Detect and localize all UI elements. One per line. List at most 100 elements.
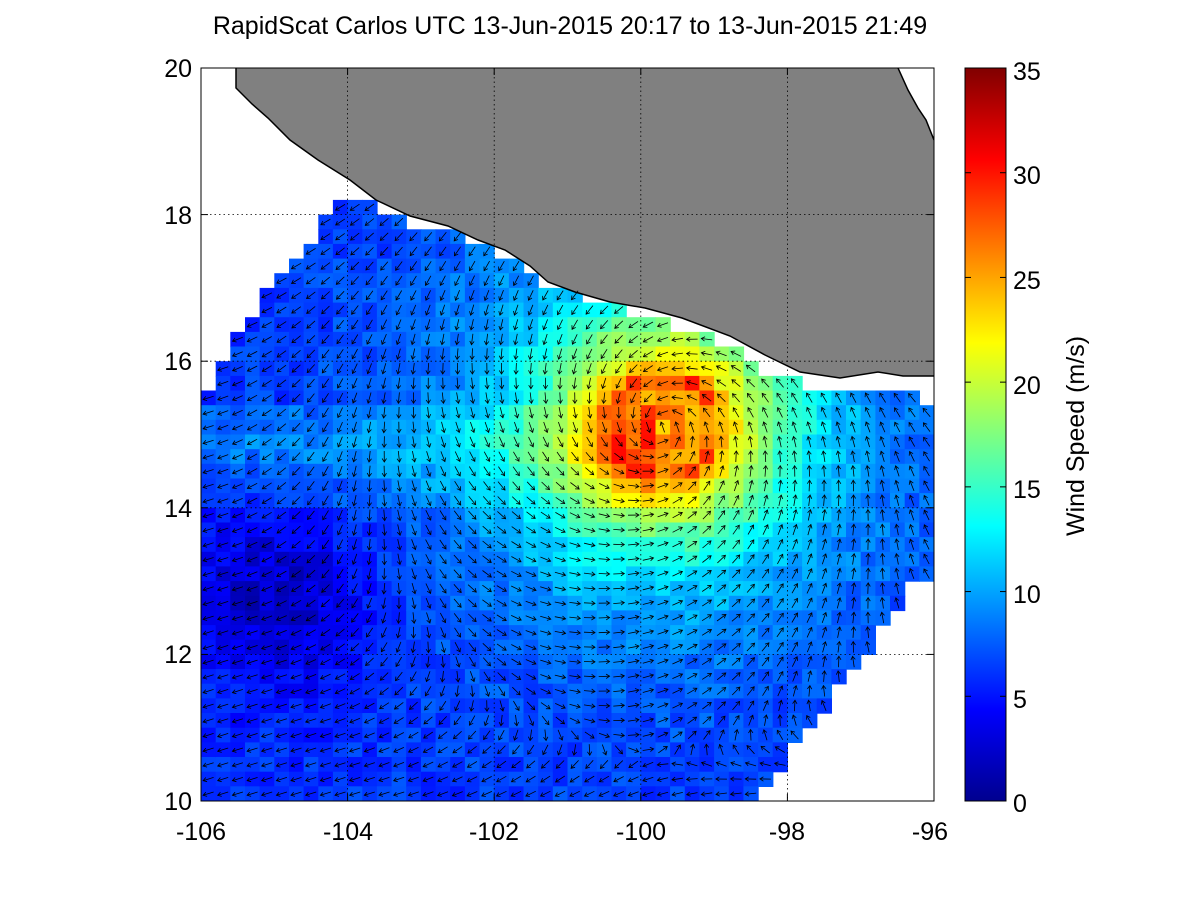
wind-vector-head <box>426 486 432 492</box>
wind-vector-head <box>773 761 779 767</box>
wind-vector-head <box>484 384 490 390</box>
wind-vector-head <box>246 396 252 402</box>
wind-vector-head <box>202 469 208 475</box>
wind-vector <box>558 363 562 374</box>
wind-cell <box>728 581 745 597</box>
wind-vector-head <box>426 501 432 507</box>
wind-vector-head <box>512 281 518 287</box>
wind-vector <box>866 436 870 448</box>
wind-vector <box>320 658 331 665</box>
wind-vector-head <box>707 658 713 663</box>
wind-vector <box>425 495 431 506</box>
wind-vector-head <box>410 676 415 682</box>
wind-vector-head <box>642 338 648 343</box>
wind-vector-head <box>246 762 252 768</box>
wind-vector-head <box>348 791 354 797</box>
wind-vector-head <box>671 380 676 386</box>
wind-cell <box>728 522 745 538</box>
wind-vector <box>628 453 639 460</box>
wind-vector <box>353 524 357 536</box>
wind-vector-head <box>410 281 415 286</box>
wind-vector-head <box>487 617 492 622</box>
wind-vector-head <box>779 612 784 618</box>
wind-vector <box>368 524 371 536</box>
wind-cell <box>332 317 349 333</box>
wind-vector <box>852 568 855 580</box>
wind-vector <box>499 421 504 433</box>
wind-cell <box>464 713 481 729</box>
wind-vector <box>499 407 504 418</box>
wind-vector <box>642 674 654 679</box>
wind-vector <box>734 436 738 448</box>
wind-vector-head <box>216 703 222 709</box>
wind-cell <box>802 522 818 538</box>
wind-cell <box>567 771 583 787</box>
wind-vector-head <box>381 590 387 595</box>
wind-cell <box>376 229 393 245</box>
wind-vector-head <box>231 528 237 533</box>
wind-vector-head <box>455 662 461 668</box>
wind-vector <box>334 747 346 752</box>
wind-cell <box>611 771 627 787</box>
wind-vector-head <box>396 458 402 463</box>
wind-vector-head <box>351 428 357 434</box>
wind-cell <box>406 742 422 758</box>
wind-vector-head <box>528 736 534 742</box>
wind-vector <box>412 421 415 433</box>
wind-vector <box>554 601 566 605</box>
wind-vector-head <box>381 472 387 478</box>
wind-vector-head <box>291 471 297 476</box>
wind-vector <box>412 406 415 419</box>
wind-vector <box>441 348 444 360</box>
wind-vector-head <box>808 597 813 603</box>
wind-vector-head <box>202 645 208 651</box>
wind-cell <box>362 551 378 568</box>
wind-vector <box>247 394 258 401</box>
wind-vector <box>544 392 547 404</box>
wind-vector <box>613 675 625 678</box>
wind-cell <box>347 273 363 289</box>
wind-vector-head <box>396 487 402 492</box>
wind-vector <box>716 599 727 607</box>
wind-cell <box>362 595 378 612</box>
wind-vector-head <box>546 674 552 680</box>
wind-vector-head <box>822 582 828 588</box>
wind-vector-head <box>217 425 222 431</box>
wind-vector <box>761 657 770 667</box>
wind-cell <box>406 713 422 729</box>
wind-vector-head <box>454 706 460 712</box>
wind-vector <box>791 583 798 594</box>
wind-vector-head <box>570 764 576 769</box>
wind-vector-head <box>576 630 582 636</box>
wind-vector <box>349 747 361 752</box>
wind-cell <box>435 757 451 773</box>
wind-vector-head <box>558 735 564 741</box>
wind-vector <box>732 393 741 403</box>
wind-vector <box>613 646 625 649</box>
wind-vector <box>716 658 727 666</box>
wind-vector <box>247 497 258 504</box>
coastline <box>235 68 934 379</box>
wind-vector-head <box>483 311 489 316</box>
wind-vector <box>583 675 596 678</box>
wind-vector-head <box>656 761 662 768</box>
wind-vector <box>496 599 507 607</box>
wind-vector-head <box>231 513 237 519</box>
wind-cell <box>684 683 701 699</box>
wind-cell <box>303 317 319 333</box>
wind-cell <box>376 742 393 758</box>
wind-cell <box>420 243 437 260</box>
wind-vector-head <box>619 469 625 475</box>
wind-vector-head <box>736 613 741 619</box>
wind-cell <box>362 405 378 421</box>
wind-vector-head <box>481 763 487 768</box>
wind-vector <box>746 364 756 373</box>
wind-cell <box>626 331 642 348</box>
wind-vector-head <box>276 411 282 417</box>
wind-vector-head <box>634 614 640 620</box>
wind-cell <box>640 757 657 773</box>
wind-vector-head <box>246 747 252 753</box>
wind-cell <box>538 331 554 348</box>
wind-vector <box>381 642 388 652</box>
wind-cell <box>215 757 231 773</box>
